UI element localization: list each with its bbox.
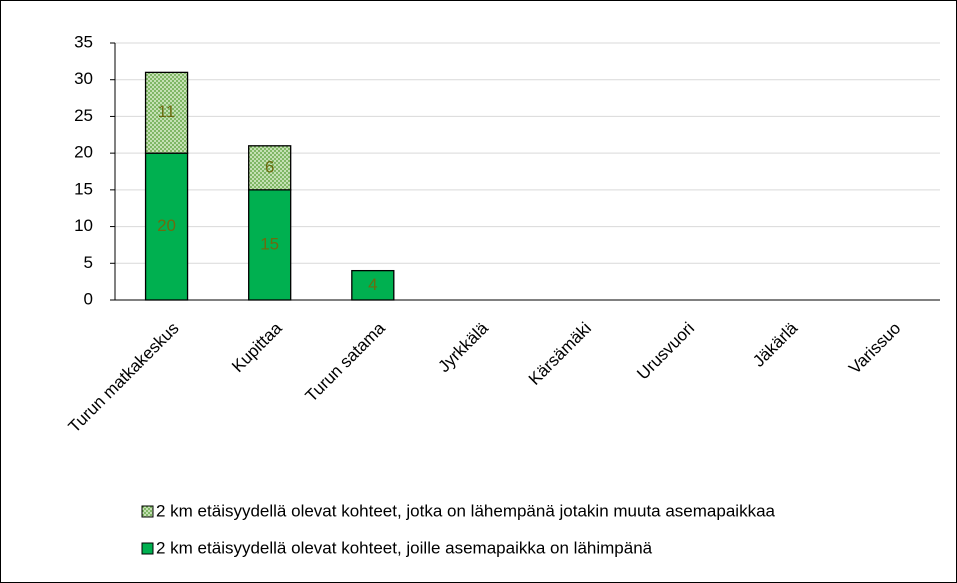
legend-swatch	[141, 505, 154, 518]
data-label: 15	[260, 234, 279, 253]
bar-segment	[248, 189, 292, 301]
bar-segment	[351, 269, 395, 301]
legend-swatch	[141, 542, 154, 555]
y-tick-label: 20	[74, 143, 93, 162]
bar-segment	[144, 71, 189, 154]
legend-label: 2 km etäisyydellä olevat kohteet, joille…	[156, 538, 653, 557]
y-tick-label: 25	[74, 106, 93, 125]
bar-segment	[248, 145, 292, 191]
y-tick-label: 30	[74, 69, 93, 88]
y-tick-label: 5	[84, 253, 93, 272]
data-label: 4	[368, 275, 377, 294]
y-tick-label: 35	[74, 32, 93, 51]
data-label: 11	[158, 102, 176, 121]
legend-label: 2 km etäisyydellä olevat kohteet, jotka …	[156, 501, 776, 520]
y-tick-label: 10	[74, 216, 93, 235]
y-tick-label: 15	[74, 179, 93, 198]
y-tick-label: 0	[84, 289, 93, 308]
data-label: 6	[265, 157, 274, 176]
data-label: 20	[157, 216, 176, 235]
